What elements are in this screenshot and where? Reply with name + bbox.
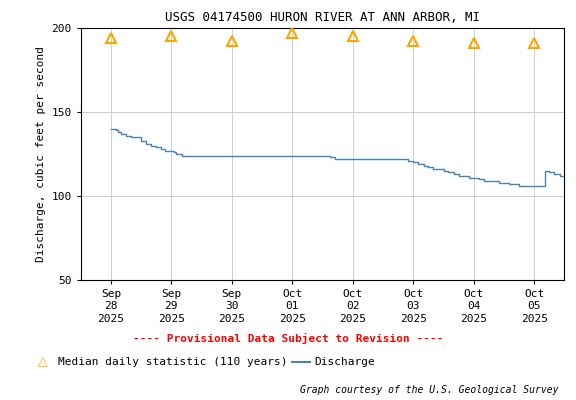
Y-axis label: Discharge, cubic feet per second: Discharge, cubic feet per second bbox=[36, 46, 46, 262]
Text: Discharge: Discharge bbox=[314, 357, 374, 367]
Text: △: △ bbox=[39, 356, 48, 368]
Text: Median daily statistic (110 years): Median daily statistic (110 years) bbox=[58, 357, 287, 367]
Text: ---- Provisional Data Subject to Revision ----: ---- Provisional Data Subject to Revisio… bbox=[132, 332, 444, 344]
Text: Graph courtesy of the U.S. Geological Survey: Graph courtesy of the U.S. Geological Su… bbox=[300, 385, 559, 395]
Title: USGS 04174500 HURON RIVER AT ANN ARBOR, MI: USGS 04174500 HURON RIVER AT ANN ARBOR, … bbox=[165, 11, 480, 24]
